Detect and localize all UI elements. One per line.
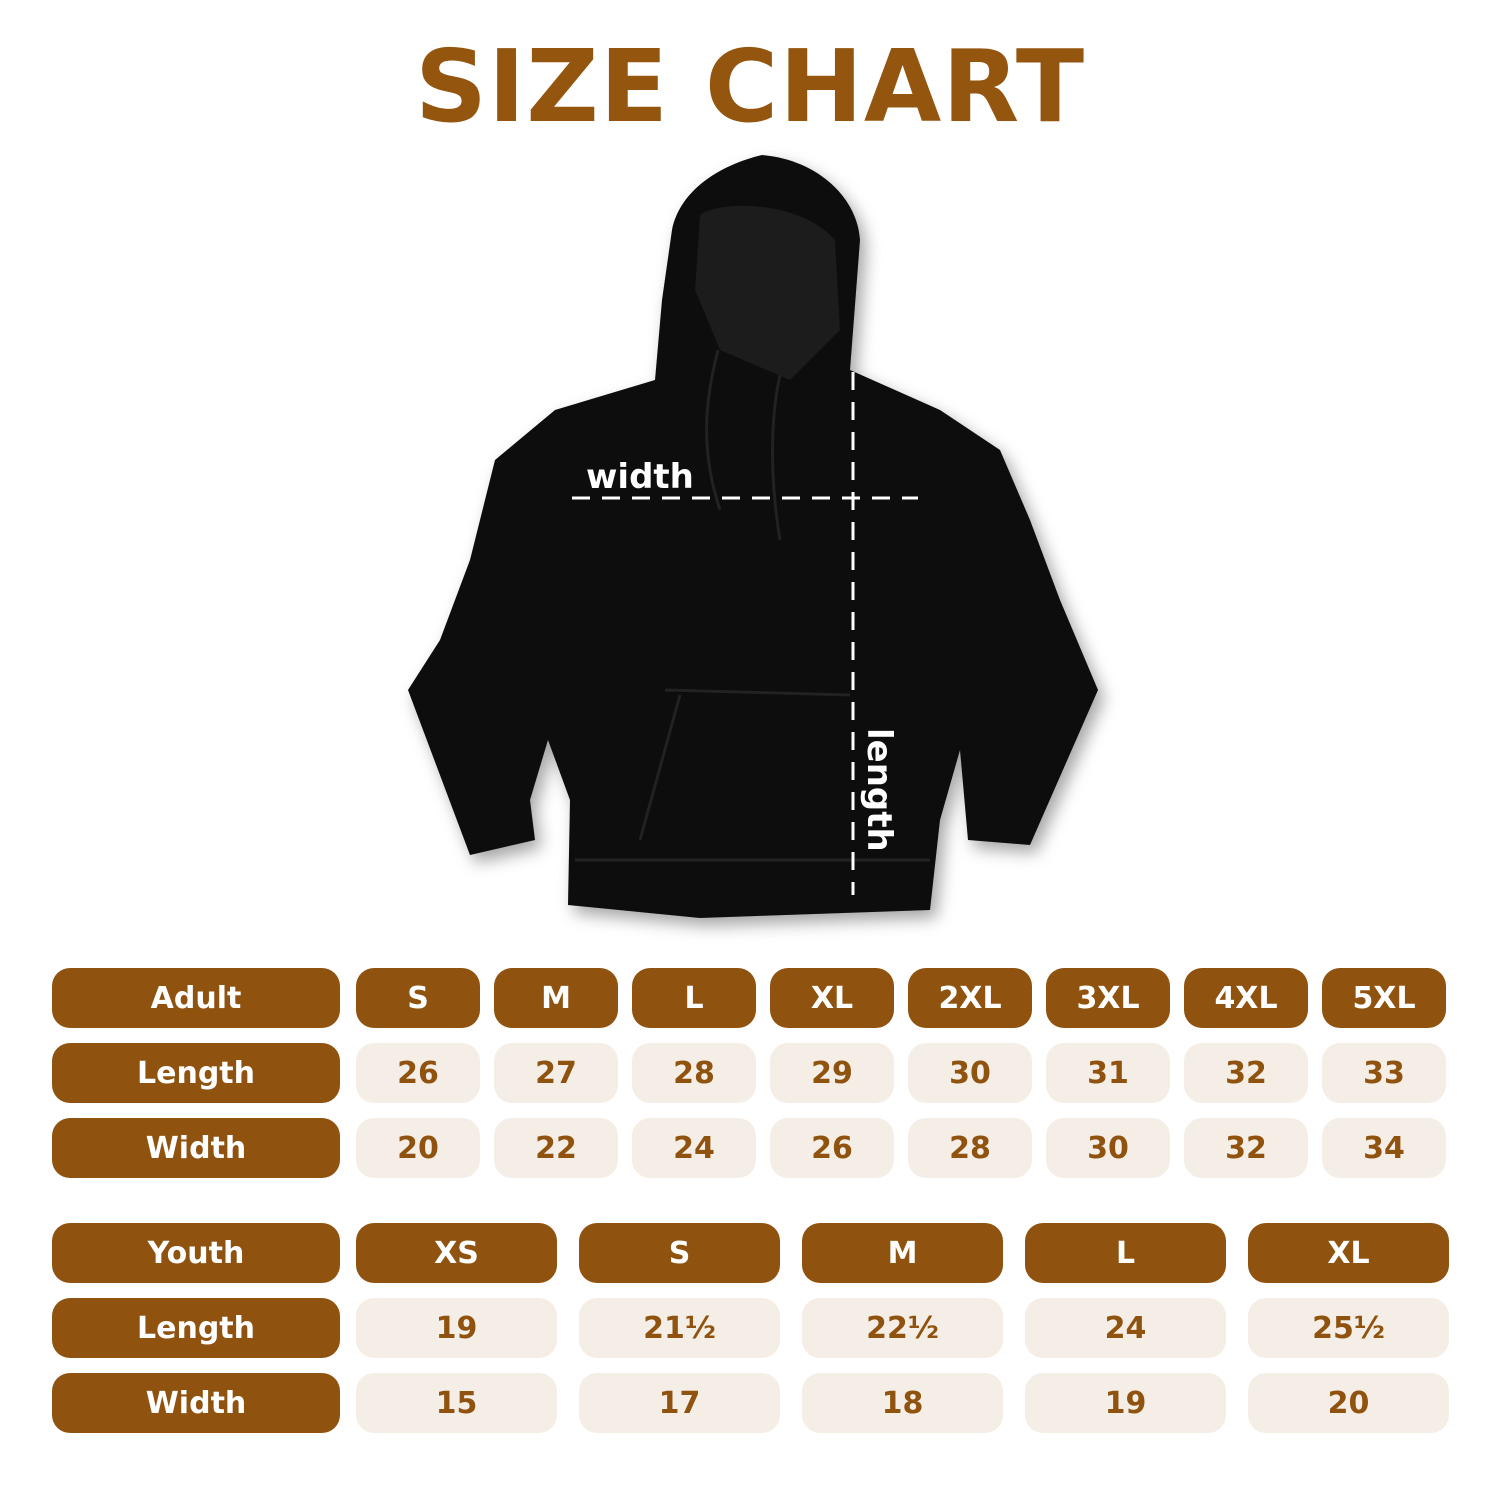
youth-size-M: M (802, 1223, 1003, 1283)
adult-value-cell: 22 (494, 1118, 618, 1178)
youth-row-label: Width (52, 1373, 340, 1433)
adult-size-3XL: 3XL (1046, 968, 1170, 1028)
adult-value-cell: 26 (770, 1118, 894, 1178)
adult-value-cell: 24 (632, 1118, 756, 1178)
adult-value-cell: 34 (1322, 1118, 1446, 1178)
youth-header-cell: Youth (52, 1223, 340, 1283)
adult-size-M: M (494, 968, 618, 1028)
adult-row-label: Length (52, 1043, 340, 1103)
youth-size-L: L (1025, 1223, 1226, 1283)
adult-value-cell: 30 (1046, 1118, 1170, 1178)
youth-size-S: S (579, 1223, 780, 1283)
adult-size-XL: XL (770, 968, 894, 1028)
adult-value-cell: 20 (356, 1118, 480, 1178)
length-label: length (859, 728, 899, 852)
youth-size-XL: XL (1248, 1223, 1449, 1283)
youth-value-cell: 19 (356, 1298, 557, 1358)
youth-value-cell: 15 (356, 1373, 557, 1433)
adult-value-cell: 29 (770, 1043, 894, 1103)
youth-value-cell: 18 (802, 1373, 1003, 1433)
adult-value-cell: 26 (356, 1043, 480, 1103)
youth-value-cell: 22½ (802, 1298, 1003, 1358)
adult-value-cell: 28 (908, 1118, 1032, 1178)
adult-row-label: Width (52, 1118, 340, 1178)
adult-value-cell: 32 (1184, 1118, 1308, 1178)
adult-value-cell: 30 (908, 1043, 1032, 1103)
hoodie-diagram: width length (408, 155, 1098, 918)
adult-size-5XL: 5XL (1322, 968, 1446, 1028)
hoodie-image (408, 155, 1098, 918)
adult-header-cell: Adult (52, 968, 340, 1028)
youth-value-cell: 20 (1248, 1373, 1449, 1433)
youth-value-cell: 19 (1025, 1373, 1226, 1433)
adult-value-cell: 28 (632, 1043, 756, 1103)
adult-size-2XL: 2XL (908, 968, 1032, 1028)
adult-size-L: L (632, 968, 756, 1028)
youth-row-label: Length (52, 1298, 340, 1358)
youth-size-XS: XS (356, 1223, 557, 1283)
youth-value-cell: 17 (579, 1373, 780, 1433)
page-title: SIZE CHART (414, 28, 1086, 145)
youth-value-cell: 24 (1025, 1298, 1226, 1358)
adult-value-cell: 32 (1184, 1043, 1308, 1103)
adult-size-4XL: 4XL (1184, 968, 1308, 1028)
adult-value-cell: 27 (494, 1043, 618, 1103)
adult-size-S: S (356, 968, 480, 1028)
adult-value-cell: 31 (1046, 1043, 1170, 1103)
youth-value-cell: 25½ (1248, 1298, 1449, 1358)
adult-value-cell: 33 (1322, 1043, 1446, 1103)
width-label: width (586, 457, 694, 497)
youth-value-cell: 21½ (579, 1298, 780, 1358)
